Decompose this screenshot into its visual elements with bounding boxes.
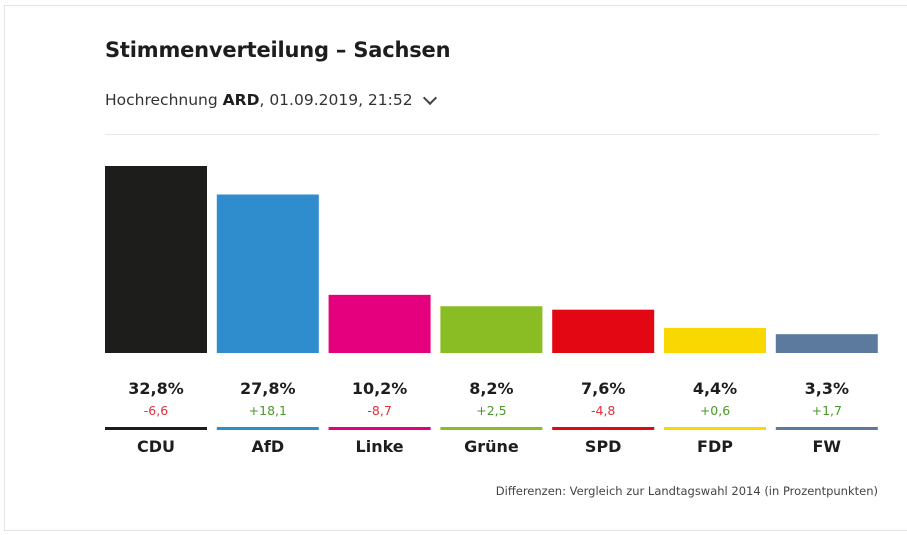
diff-label-spd: -4,8 bbox=[591, 403, 615, 418]
widget-frame bbox=[4, 5, 907, 531]
value-label-gr-ne: 8,2% bbox=[469, 379, 513, 398]
party-label-spd: SPD bbox=[585, 437, 622, 456]
footnote: Differenzen: Vergleich zur Landtagswahl … bbox=[495, 484, 878, 498]
bar-afd bbox=[216, 194, 319, 353]
chart-title: Stimmenverteilung – Sachsen bbox=[105, 38, 451, 62]
diff-label-fdp: +0,6 bbox=[700, 403, 730, 418]
underline-fw bbox=[775, 427, 878, 430]
header-divider bbox=[105, 134, 879, 135]
underline-linke bbox=[328, 427, 431, 430]
underline-spd bbox=[552, 427, 655, 430]
bar-linke bbox=[328, 294, 431, 353]
diff-label-fw: +1,7 bbox=[812, 403, 842, 418]
underline-cdu bbox=[105, 427, 207, 430]
value-label-cdu: 32,8% bbox=[128, 379, 184, 398]
diff-label-gr-ne: +2,5 bbox=[476, 403, 506, 418]
bar-spd bbox=[552, 309, 655, 353]
underline-fdp bbox=[664, 427, 766, 430]
party-label-fw: FW bbox=[813, 437, 842, 456]
bar-chart: 32,8% -6,6 CDU 27,8% +18,1 AfD 10,2% -8,7 Linke 8… bbox=[105, 166, 878, 456]
party-label-linke: Linke bbox=[356, 437, 404, 456]
value-label-fw: 3,3% bbox=[805, 379, 849, 398]
diff-label-cdu: -6,6 bbox=[144, 403, 168, 418]
bar-cdu bbox=[105, 166, 207, 353]
bar-fdp bbox=[664, 327, 766, 353]
value-label-fdp: 4,4% bbox=[693, 379, 737, 398]
underline-gr-ne bbox=[440, 427, 543, 430]
subtitle-prefix: Hochrechnung bbox=[105, 91, 218, 109]
subtitle-timestamp: , 01.09.2019, 21:52 bbox=[259, 91, 413, 109]
diff-label-afd: +18,1 bbox=[249, 403, 287, 418]
value-label-spd: 7,6% bbox=[581, 379, 625, 398]
party-label-gr-ne: Grüne bbox=[464, 437, 519, 456]
party-label-afd: AfD bbox=[251, 437, 284, 456]
value-label-linke: 10,2% bbox=[352, 379, 408, 398]
bar-fw bbox=[775, 334, 878, 353]
diff-label-linke: -8,7 bbox=[367, 403, 391, 418]
value-label-afd: 27,8% bbox=[240, 379, 296, 398]
underline-afd bbox=[216, 427, 319, 430]
party-label-fdp: FDP bbox=[697, 437, 733, 456]
party-label-cdu: CDU bbox=[137, 437, 175, 456]
bar-gr-ne bbox=[440, 306, 543, 353]
projection-selector[interactable]: Hochrechnung ARD, 01.09.2019, 21:52 bbox=[105, 90, 437, 109]
subtitle-source: ARD bbox=[222, 91, 260, 109]
